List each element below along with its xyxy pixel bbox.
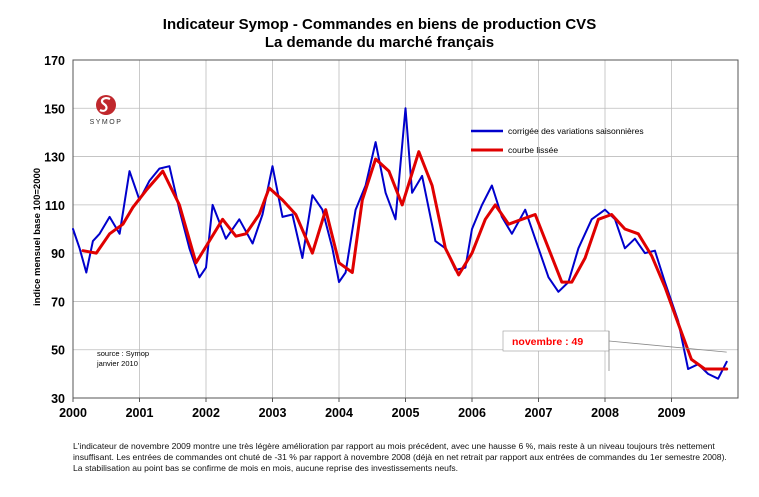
source-note: source : Symop janvier 2010	[97, 349, 149, 369]
x-tick-label: 2005	[392, 406, 420, 420]
y-tick-label: 130	[44, 151, 65, 165]
x-tick-label: 2000	[59, 406, 87, 420]
legend: corrigée des variations saisonnières cou…	[471, 126, 644, 155]
legend-label-lissee: courbe lissée	[508, 145, 558, 155]
y-tick-label: 30	[51, 392, 65, 406]
y-tick-label: 150	[44, 102, 65, 116]
x-tick-label: 2003	[259, 406, 287, 420]
symop-logo-mark	[96, 95, 116, 115]
x-tick-label: 2007	[525, 406, 553, 420]
source-line-2: janvier 2010	[97, 359, 138, 368]
y-axis-label: indice mensuel base 100=2000	[32, 168, 43, 306]
x-tick-label: 2002	[192, 406, 220, 420]
y-tick-label: 110	[45, 199, 65, 213]
x-tick-label: 2009	[658, 406, 686, 420]
legend-label-cvs: corrigée des variations saisonnières	[508, 126, 644, 136]
y-tick-label: 50	[51, 344, 65, 358]
x-tick-label: 2004	[325, 406, 353, 420]
chart-subtitle: La demande du marché français	[264, 34, 495, 51]
source-line-1: source : Symop	[97, 349, 150, 358]
annotation-label: novembre : 49	[512, 336, 583, 348]
x-tick-label: 2006	[458, 406, 486, 420]
x-tick-label: 2008	[591, 406, 619, 420]
annotation: novembre : 49	[502, 330, 727, 371]
chart-title: Indicateur Symop - Commandes en biens de…	[162, 16, 597, 33]
x-axis: 2000 2001 2002 2003 2004 2005 2006 2007 2008 2009	[59, 398, 685, 420]
x-tick-label: 2001	[126, 406, 154, 420]
symop-logo-text: SYMOP	[89, 119, 123, 126]
y-tick-label: 170	[44, 54, 65, 68]
y-tick-label: 90	[51, 247, 65, 261]
series-lines	[72, 107, 729, 380]
series-line-cvs	[72, 107, 728, 380]
y-tick-label: 70	[51, 295, 65, 309]
annotation-leader	[608, 340, 727, 353]
y-axis: 30 50 70 90 110 130 150 170	[44, 54, 65, 406]
footer-commentary: L'indicateur de novembre 2009 montre une…	[73, 441, 727, 473]
symop-logo: SYMOP	[88, 92, 124, 132]
series-line-lissee	[81, 150, 729, 371]
